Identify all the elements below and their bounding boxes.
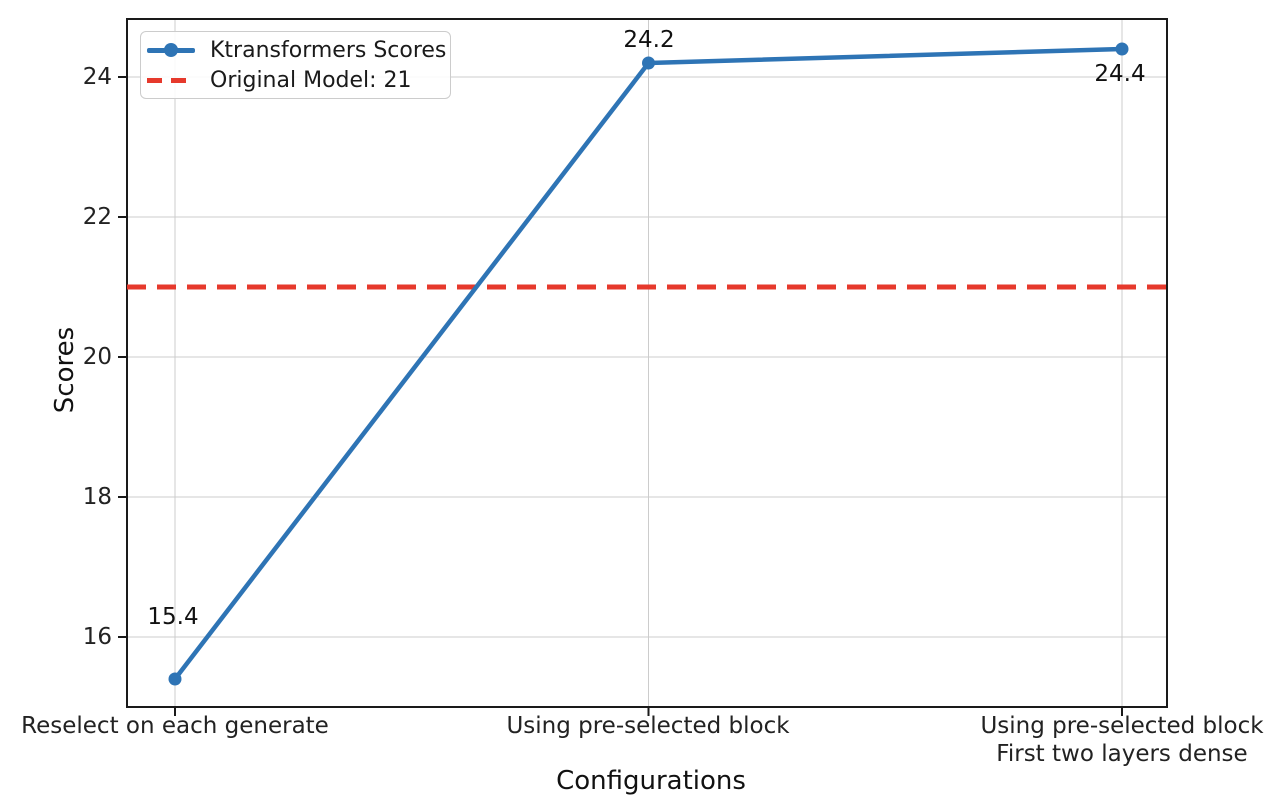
ytick-label-22: 22 [82, 204, 112, 230]
xtick-label-line: First two layers dense [996, 741, 1248, 767]
ytick-label-20: 20 [82, 344, 112, 370]
xtick-label-line: Reselect on each generate [21, 713, 329, 739]
xtick-label-line: Using pre-selected block [506, 713, 790, 739]
legend-dash-sample [147, 77, 195, 83]
point-label-24-2: 24.2 [623, 27, 675, 53]
y-axis-title: Scores [50, 326, 80, 414]
xtick-label-preselected: Using pre-selected block [448, 712, 848, 740]
legend-item-series: Ktransformers Scores [147, 35, 446, 65]
legend-line-sample [147, 43, 195, 57]
legend-label-series: Ktransformers Scores [210, 37, 447, 63]
point-label-15-4: 15.4 [147, 604, 199, 630]
legend-marker-dot [164, 43, 178, 57]
legend-item-reference: Original Model: 21 [147, 65, 440, 95]
ytick-label-18: 18 [82, 484, 112, 510]
point-label-24-4: 24.4 [1094, 61, 1146, 87]
ytick-label-24: 24 [82, 64, 112, 90]
legend-reference-sample-wrap [147, 77, 195, 83]
xtick-label-reselect: Reselect on each generate [0, 712, 375, 740]
legend: Ktransformers Scores Original Model: 21 [140, 31, 451, 99]
ytick-label-16: 16 [82, 624, 112, 650]
xtick-label-line: Using pre-selected block [980, 713, 1264, 739]
legend-label-reference: Original Model: 21 [210, 67, 412, 93]
xtick-label-preselected-dense: Using pre-selected block First two layer… [922, 712, 1280, 768]
legend-series-sample-wrap [147, 43, 195, 57]
x-axis-title: Configurations [556, 766, 746, 796]
